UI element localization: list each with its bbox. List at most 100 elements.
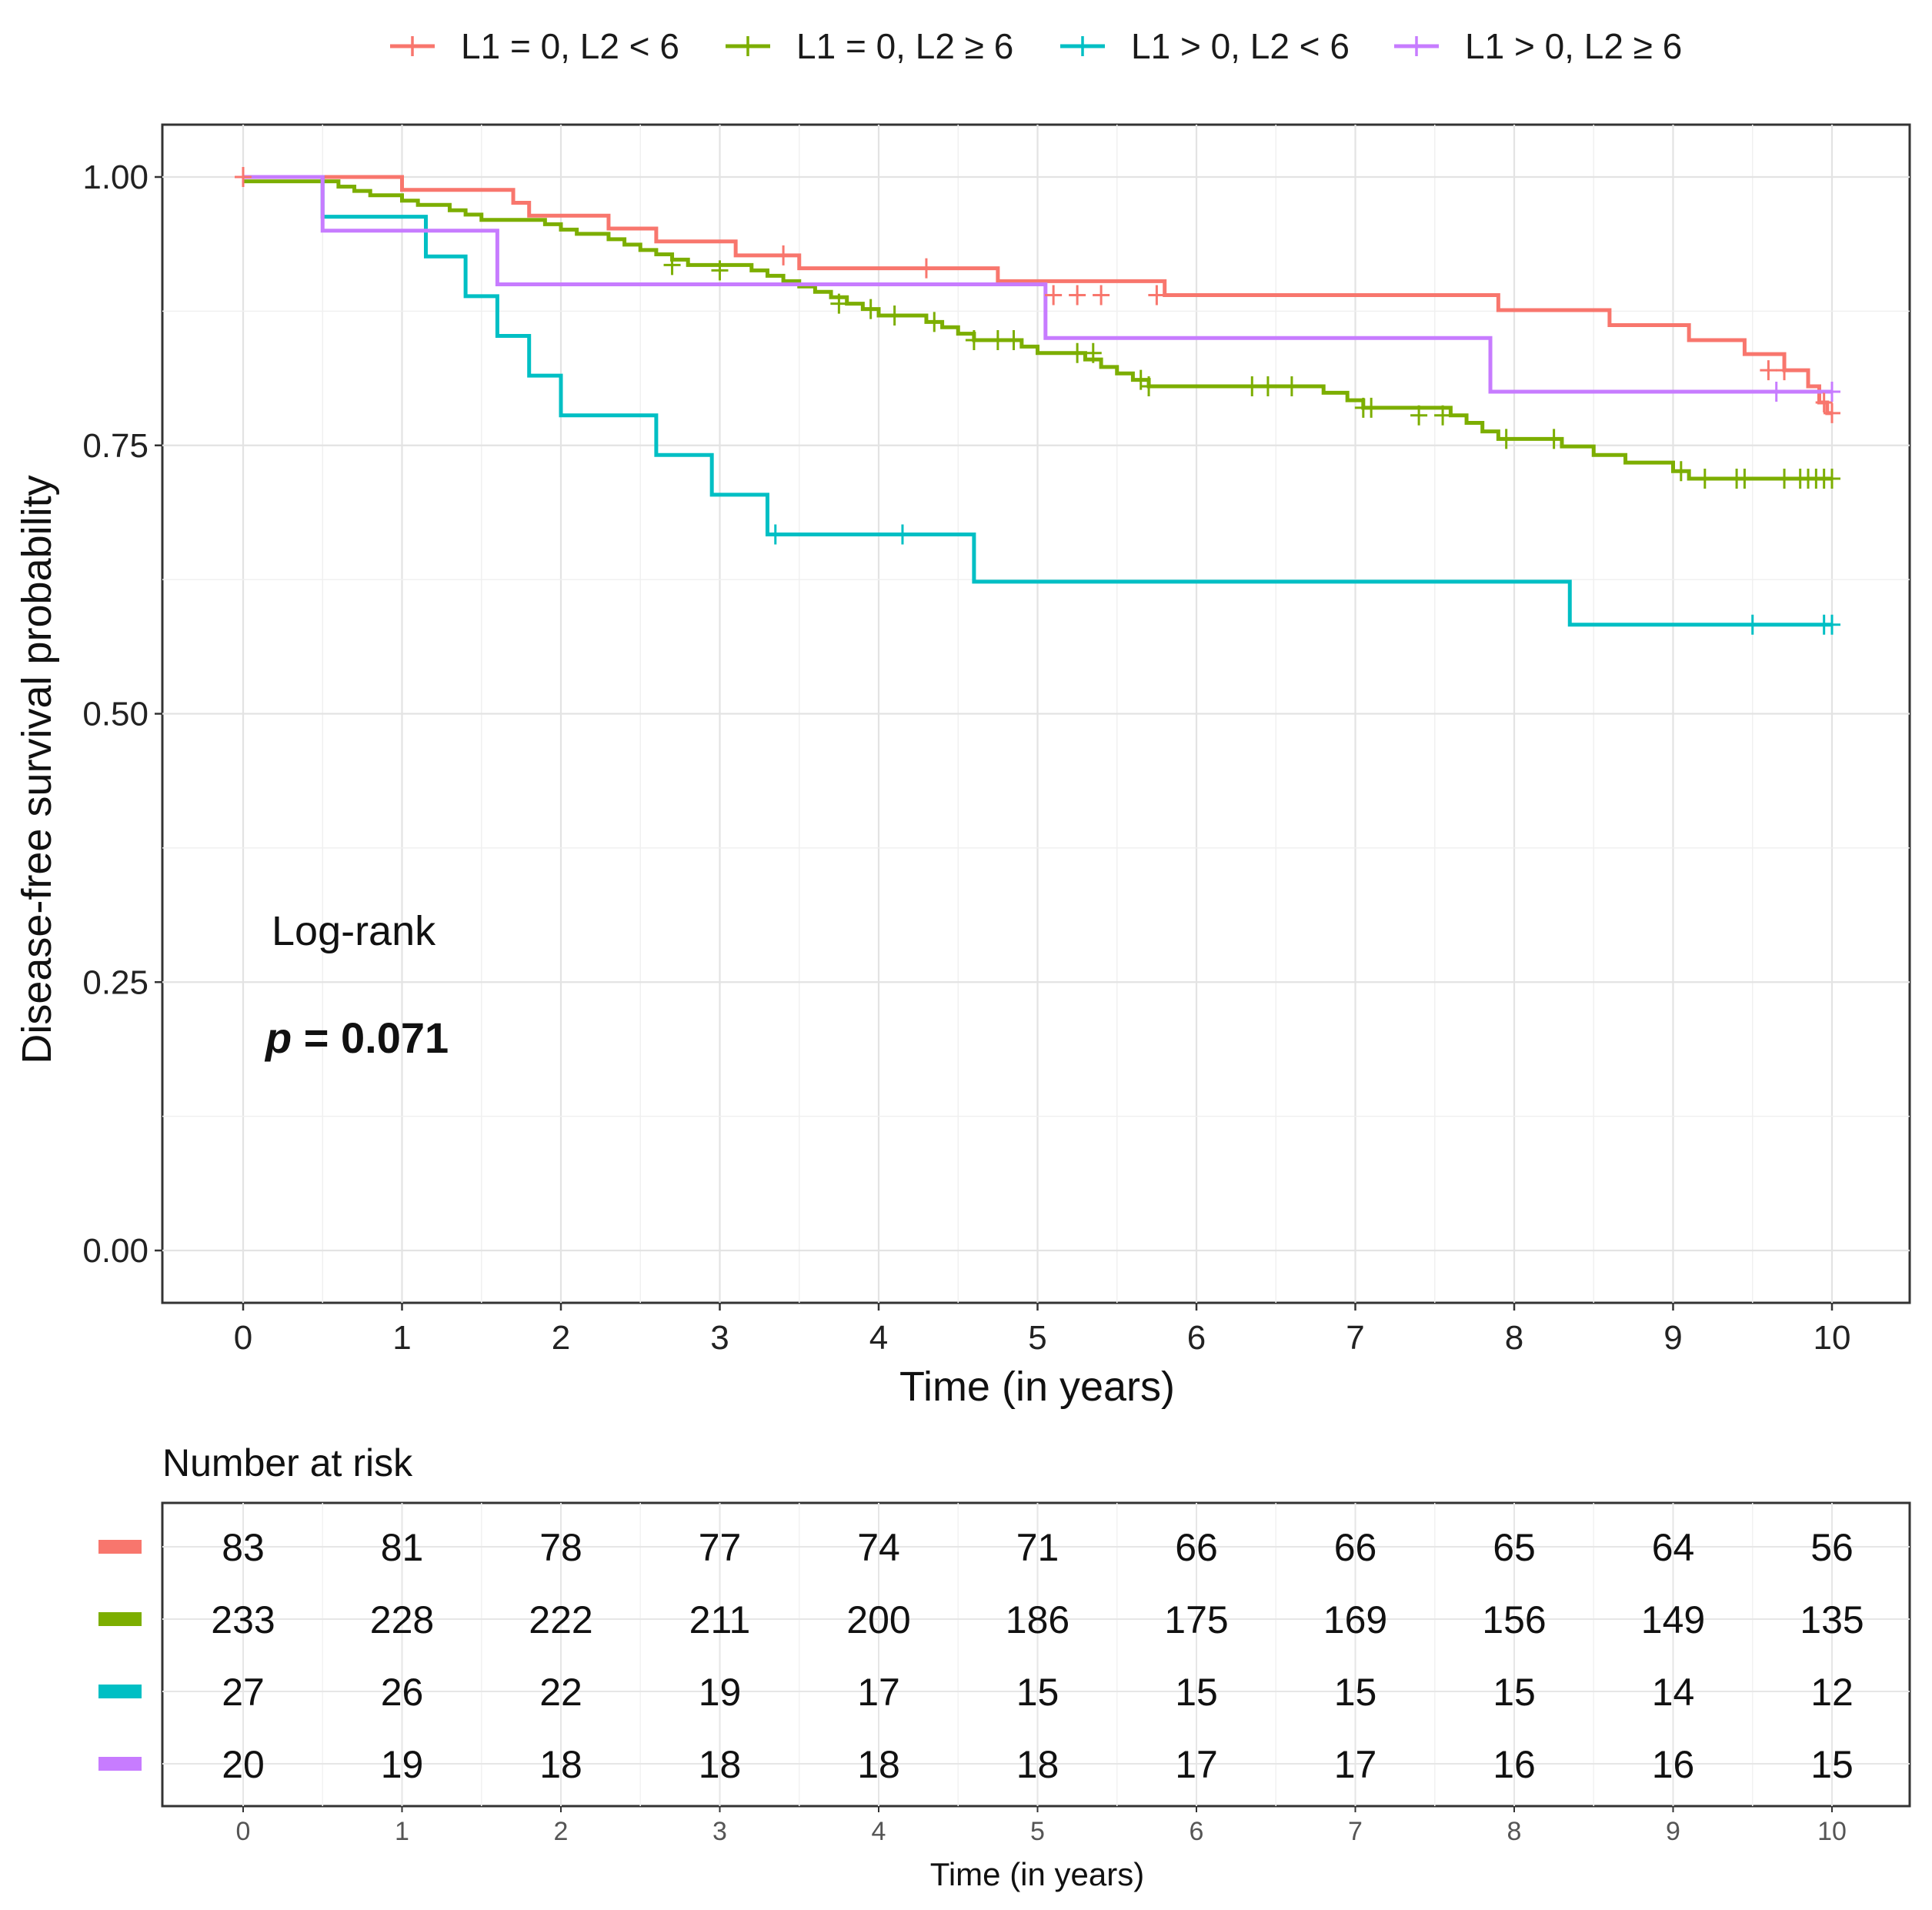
risk-value: 156 [1482, 1598, 1546, 1641]
risk-value: 66 [1175, 1526, 1218, 1569]
censor-mark [1760, 360, 1777, 381]
censor-mark [1824, 382, 1840, 402]
risk-value: 18 [857, 1743, 900, 1786]
y-tick-label: 0.25 [82, 963, 148, 1001]
censor-mark [1045, 285, 1063, 306]
risk-value: 18 [539, 1743, 582, 1786]
censor-mark [1696, 468, 1713, 489]
risk-value: 18 [699, 1743, 742, 1786]
risk-value: 14 [1652, 1671, 1695, 1714]
risk-value: 15 [1175, 1671, 1218, 1714]
censor-mark [1497, 429, 1515, 449]
risk-value: 15 [1810, 1743, 1854, 1786]
risk-value: 15 [1334, 1671, 1377, 1714]
risk-value: 169 [1323, 1598, 1387, 1641]
censor-mark [663, 255, 681, 275]
x-tick-label: 2 [552, 1319, 570, 1357]
risk-value: 16 [1493, 1743, 1536, 1786]
risk-value: 19 [381, 1743, 424, 1786]
p-value-text: = 0.071 [292, 1013, 449, 1062]
censor-marks [235, 167, 1840, 635]
censor-mark [1093, 285, 1110, 306]
x-axis-title: Time (in years) [899, 1364, 1175, 1410]
censor-mark [235, 167, 252, 187]
risk-value: 19 [699, 1671, 742, 1714]
censor-mark [1283, 376, 1300, 397]
risk-row-swatch [98, 1757, 142, 1771]
risk-x-tick-label: 8 [1507, 1817, 1522, 1846]
y-tick-label: 0.00 [82, 1232, 148, 1270]
risk-value: 149 [1641, 1598, 1705, 1641]
risk-value: 20 [222, 1743, 265, 1786]
risk-value: 22 [539, 1671, 582, 1714]
legend-label: L1 = 0, L2 < 6 [461, 26, 679, 66]
y-axis-ticks: 0.00 0.25 0.50 0.75 1.00 [82, 159, 162, 1270]
censor-mark [1736, 468, 1753, 489]
risk-value: 233 [211, 1598, 275, 1641]
x-tick-label: 1 [392, 1319, 411, 1357]
risk-x-tick-label: 7 [1348, 1817, 1363, 1846]
risk-x-tick-label: 2 [554, 1817, 569, 1846]
censor-mark [886, 305, 903, 326]
survival-curve-4 [243, 175, 1832, 394]
p-value: p = 0.071 [264, 1013, 449, 1062]
y-tick-label: 0.50 [82, 696, 148, 733]
censor-mark [965, 330, 983, 351]
risk-value: 222 [529, 1598, 592, 1641]
legend-label: L1 = 0, L2 ≥ 6 [796, 26, 1013, 66]
log-rank-label: Log-rank [272, 908, 436, 954]
risk-table-x-axis-title: Time (in years) [930, 1856, 1144, 1892]
risk-value: 65 [1493, 1526, 1536, 1569]
risk-x-tick-label: 10 [1817, 1817, 1847, 1846]
survival-curves [243, 175, 1832, 627]
risk-value: 81 [381, 1526, 424, 1569]
survival-curve-3 [243, 175, 1832, 627]
censor-mark [862, 299, 879, 319]
censor-mark [1363, 397, 1380, 418]
censor-mark [1824, 402, 1840, 423]
censor-mark [989, 330, 1006, 351]
p-value-symbol: p [264, 1013, 292, 1062]
risk-value: 26 [381, 1671, 424, 1714]
risk-value: 64 [1652, 1526, 1695, 1569]
risk-value: 27 [222, 1671, 265, 1714]
x-tick-label: 5 [1028, 1319, 1046, 1357]
censor-mark [1672, 461, 1690, 482]
risk-value: 200 [846, 1598, 910, 1641]
survival-curve-2 [243, 179, 1832, 481]
censor-mark [1069, 342, 1086, 363]
censor-mark [1767, 382, 1785, 402]
risk-value: 186 [1006, 1598, 1069, 1641]
censor-mark [1084, 342, 1102, 363]
legend-label: L1 > 0, L2 ≥ 6 [1465, 26, 1682, 66]
risk-value: 12 [1810, 1671, 1854, 1714]
legend-label: L1 > 0, L2 < 6 [1131, 26, 1350, 66]
censor-mark [1824, 614, 1840, 635]
x-tick-label: 7 [1346, 1319, 1364, 1357]
risk-x-tick-label: 3 [712, 1817, 727, 1846]
risk-x-tick-label: 4 [872, 1817, 886, 1846]
censor-mark [917, 258, 935, 279]
x-axis-ticks: 0 1 2 3 4 5 6 7 8 9 10 [234, 1303, 1850, 1357]
risk-table-panel [161, 1501, 1911, 1808]
risk-value: 15 [1016, 1671, 1059, 1714]
x-tick-label: 3 [710, 1319, 729, 1357]
x-tick-label: 6 [1187, 1319, 1206, 1357]
risk-table-swatches [98, 1540, 142, 1771]
risk-x-tick-label: 6 [1190, 1817, 1204, 1846]
risk-value: 228 [370, 1598, 434, 1641]
x-tick-label: 0 [234, 1319, 252, 1357]
risk-value: 135 [1800, 1598, 1864, 1641]
risk-value: 18 [1016, 1743, 1059, 1786]
risk-value: 66 [1334, 1526, 1377, 1569]
risk-x-tick-label: 5 [1030, 1817, 1045, 1846]
risk-value: 77 [699, 1526, 742, 1569]
censor-mark [1259, 376, 1276, 397]
risk-value: 17 [857, 1671, 900, 1714]
risk-table: Number at risk 83 81 78 77 74 71 66 66 65 64 56233… [98, 1441, 1911, 1892]
risk-table-values: 83 81 78 77 74 71 66 66 65 64 56 233 228 222 211 200 186… [211, 1526, 1864, 1786]
censor-mark [1743, 614, 1761, 635]
risk-value: 78 [539, 1526, 582, 1569]
risk-row-swatch [98, 1612, 142, 1626]
